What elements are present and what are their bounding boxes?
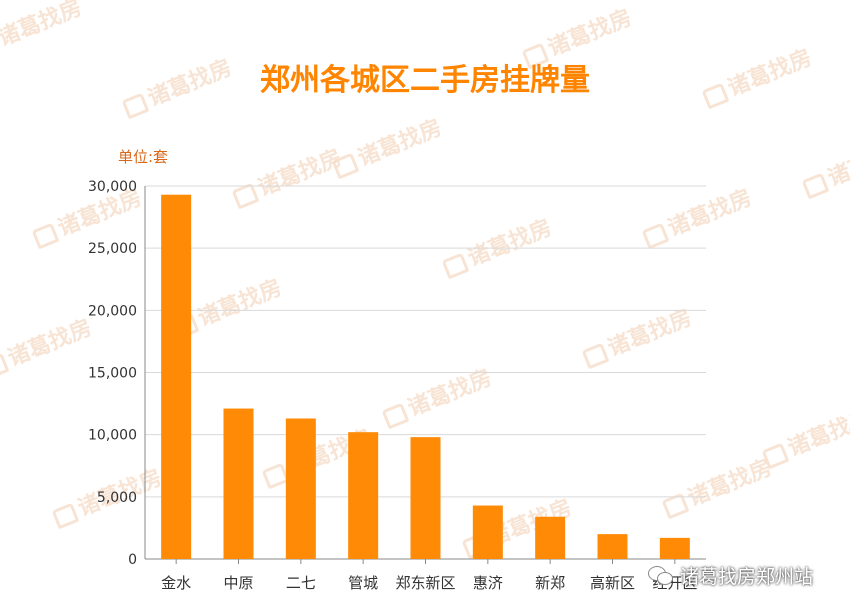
x-tick-label: 管城 [348,574,378,592]
wechat-icon [648,564,674,586]
footer-brand-text: 诸葛找房郑州站 [680,565,814,588]
y-tick-label: 20,000 [88,303,137,319]
footer-brand: 诸葛找房郑州站 [648,560,813,590]
y-tick-label: 10,000 [88,428,137,444]
x-tick-label: 中原 [223,574,253,592]
bar [597,534,628,559]
y-axis-unit-label: 单位:套 [118,148,169,166]
x-tick-label: 二七 [286,574,316,592]
bar [223,408,254,559]
x-tick-label: 金水 [161,574,191,592]
bar [161,194,192,559]
bar [348,432,379,559]
bar [285,418,316,559]
bar [410,437,441,559]
bar [535,516,566,559]
y-tick-label: 5,000 [97,490,137,506]
x-tick-label: 新郑 [535,574,565,592]
bar [472,505,503,559]
chart-title: 郑州各城区二手房挂牌量 [260,63,590,98]
bar [659,537,690,559]
y-tick-label: 0 [128,552,137,568]
y-tick-label: 30,000 [88,179,137,195]
y-tick-label: 25,000 [88,241,137,257]
y-tick-label: 15,000 [88,366,137,382]
x-tick-label: 高新区 [590,574,635,592]
x-tick-label: 惠济 [473,574,503,592]
x-tick-label: 郑东新区 [395,574,455,592]
